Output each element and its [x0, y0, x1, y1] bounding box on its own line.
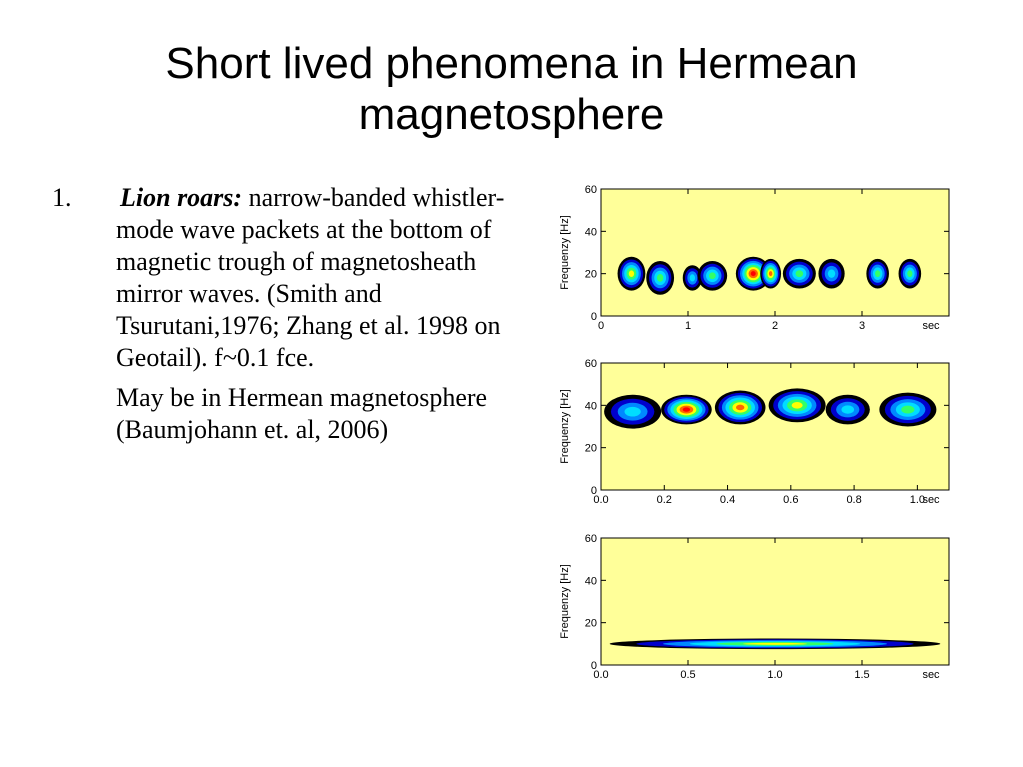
x-tick-label: 1.0: [767, 669, 782, 681]
wave-packet: [879, 392, 937, 427]
list-item: 1. Lion roars: narrow-banded whistler-mod…: [52, 182, 522, 374]
y-axis-label: Frequenzy [Hz]: [559, 389, 571, 464]
x-tick-label: 0.2: [657, 494, 672, 506]
x-tick-label: 0: [598, 320, 604, 332]
y-tick-label: 0: [591, 311, 597, 323]
wave-packet: [768, 388, 826, 423]
wave-packet: [782, 258, 816, 289]
title-line-2: magnetosphere: [358, 90, 665, 139]
x-unit-label: sec: [922, 320, 940, 332]
x-tick-label: 0.0: [593, 494, 608, 506]
y-axis-label: Frequenzy [Hz]: [559, 564, 571, 639]
wave-packet: [697, 260, 728, 291]
y-tick-label: 0: [591, 660, 597, 672]
panel-background: [600, 188, 950, 317]
list-item-term: Lion roars:: [120, 183, 243, 212]
wave-packet: [604, 394, 662, 429]
wave-packet: [646, 261, 675, 295]
x-unit-label: sec: [922, 494, 940, 506]
y-tick-label: 60: [585, 184, 597, 196]
wave-packet: [825, 394, 870, 425]
panel-background: [600, 362, 950, 491]
spectrogram-panel-3: 0 20 40 60 0.0 0.5 1.0 1.5 sec Frequenzy [Hz]: [559, 533, 950, 681]
slide-body: 1. Lion roars: narrow-banded whistler-mod…: [52, 182, 522, 642]
slide-title: Short lived phenomena in Hermean magneto…: [0, 38, 1023, 140]
wave-packet: [617, 256, 646, 291]
x-tick-label: 0.6: [783, 494, 798, 506]
y-tick-label: 0: [591, 485, 597, 497]
x-tick-label: 3: [859, 320, 865, 332]
wave-packet: [735, 256, 771, 291]
wave-packet: [818, 258, 845, 289]
y-tick-label: 60: [585, 358, 597, 370]
body-paragraph: May be in Hermean magnetosphere (Baumjoh…: [116, 383, 488, 444]
packets: [604, 388, 937, 429]
wave-packet: [609, 638, 941, 650]
x-unit-label: sec: [922, 669, 940, 681]
wave-packet: [661, 394, 712, 425]
x-tick-label: 0.5: [680, 669, 695, 681]
wave-packet: [682, 265, 702, 291]
y-tick-label: 20: [585, 269, 597, 281]
x-tick-label: 1.0: [910, 494, 925, 506]
x-tick-label: 2: [772, 320, 778, 332]
list-item-number: 1.: [52, 183, 72, 212]
title-line-1: Short lived phenomena in Hermean: [165, 39, 858, 88]
x-tick-label: 1: [685, 320, 691, 332]
packets: [609, 638, 941, 650]
y-tick-label: 20: [585, 443, 597, 455]
wave-packet: [866, 258, 889, 289]
packets: [617, 256, 922, 295]
list-item-text: narrow-banded whistler-mode wave packets…: [116, 183, 505, 372]
y-tick-label: 40: [585, 400, 597, 412]
y-tick-label: 40: [585, 226, 597, 238]
y-axis-label: Frequenzy [Hz]: [559, 215, 571, 290]
y-tick-label: 60: [585, 533, 597, 545]
x-tick-label: 0.0: [593, 669, 608, 681]
wave-packet: [760, 258, 782, 289]
wave-packet: [898, 258, 922, 289]
x-tick-label: 0.8: [846, 494, 861, 506]
x-tick-label: 0.4: [720, 494, 735, 506]
y-tick-label: 20: [585, 618, 597, 630]
spectrogram-panel-1: 0 20 40 60 0 1 2 3 sec Frequenzy [Hz]: [559, 184, 950, 332]
y-tick-label: 40: [585, 575, 597, 587]
x-tick-label: 1.5: [854, 669, 869, 681]
wave-packet: [714, 390, 766, 425]
